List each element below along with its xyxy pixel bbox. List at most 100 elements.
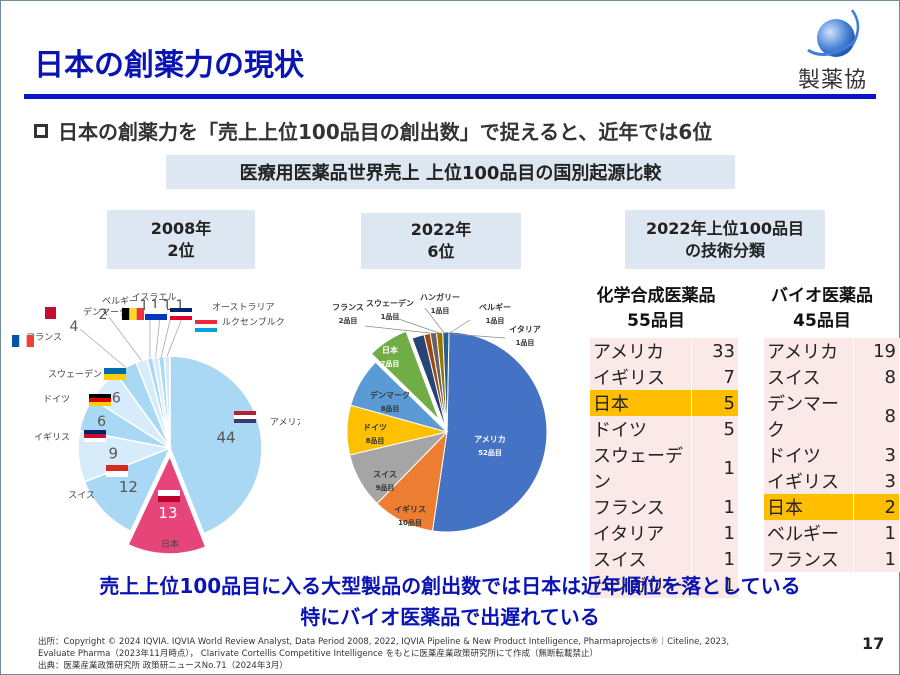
table-row: イギリス 3	[764, 468, 900, 494]
panel-title-line1: 2022年上位100品目	[646, 218, 804, 238]
jpma-logo-icon	[807, 9, 860, 57]
logo-text: 製薬協	[798, 68, 868, 93]
section-subheading: 医療用医薬品世界売上 上位100品目の国別起源比較	[166, 155, 735, 189]
pie-slice-2	[83, 446, 172, 533]
count-cell: 1	[691, 546, 739, 572]
pie-category-label: イギリス	[394, 504, 426, 514]
pie-category-label: デンマーク	[370, 390, 410, 400]
pie-category-label: スウェーデン	[366, 298, 414, 308]
pie-value-label: 9品目	[376, 483, 395, 492]
pie-category-label: ドイツ	[363, 423, 387, 432]
country-cell: ドイツ	[764, 442, 854, 468]
table-row: スイス 8	[764, 364, 900, 390]
pie-value-label: 2品目	[339, 316, 358, 325]
country-cell: スイス	[590, 546, 692, 572]
leader-line	[79, 328, 126, 368]
pie-category-label: イスラエル	[132, 292, 177, 303]
table-row: フランス 1	[590, 494, 739, 520]
pie-value-label: 2	[99, 307, 108, 323]
count-cell: 1	[691, 442, 739, 494]
flag-icon-3	[84, 430, 106, 442]
pie-label-group: 日本 7品目	[381, 345, 400, 368]
table-row: フランス 1	[764, 546, 900, 572]
pie-label-group: イタリア 1品目	[509, 324, 541, 347]
pie-category-label: スイス	[373, 470, 397, 479]
count-cell: 19	[853, 338, 900, 364]
footnote-source-2: Evaluate Pharma（2023年11月時点）， Clarivate C…	[38, 649, 598, 659]
pie-value-label: 1	[163, 298, 172, 314]
panel-label-2022: 2022年 6位	[361, 213, 521, 269]
count-cell: 1	[853, 520, 900, 546]
pie-slice-4	[350, 361, 448, 433]
count-cell: 7	[691, 364, 739, 390]
panel-title-line2: の技術分類	[684, 240, 765, 260]
pie-label-group: ベルギー 1品目	[479, 302, 511, 325]
pie-category-label: 日本	[161, 538, 179, 550]
country-cell: デンマーク	[764, 390, 854, 442]
bio-ranking-table: アメリカ 19 スイス 8 デンマーク 8 ドイツ 3 イギリス 3 日本 2 ベルギー 1 フランス 1	[764, 338, 900, 572]
table-row: デンマーク 8	[764, 390, 900, 442]
flag-icon-4	[89, 394, 111, 406]
pie-value-label: 4	[70, 319, 79, 335]
country-cell: スイス	[764, 364, 854, 390]
bio-heading: バイオ医薬品 45品目	[762, 284, 882, 334]
pie-label-group: フランス 2品目	[332, 303, 364, 325]
pie-label-group: ドイツ 8品目	[363, 423, 387, 445]
table-row: アメリカ 33	[590, 338, 739, 364]
pie-slice-5	[367, 327, 443, 425]
count-cell: 1	[691, 520, 739, 546]
pie-value-label: 44	[216, 428, 235, 446]
count-cell: 3	[853, 468, 900, 494]
pie-category-label: ドイツ	[43, 395, 70, 405]
country-cell: 日本	[590, 390, 692, 416]
conclusion-line-2: 特にバイオ医薬品で出遅れている	[300, 605, 600, 629]
count-cell: 2	[853, 494, 900, 520]
pie-label-group: スウェーデン 1品目	[366, 298, 414, 321]
pie-value-label: 1品目	[431, 306, 450, 315]
table-row: イタリア 1	[590, 520, 739, 546]
pie-category-label: ルクセンブルク	[222, 316, 285, 328]
bio-title: バイオ医薬品	[771, 286, 873, 306]
pie-slice-0	[169, 355, 263, 535]
pie-value-label: 6	[112, 391, 121, 407]
pie-category-label: ベルギー	[479, 302, 511, 312]
table-row: 日本 2	[764, 494, 900, 520]
count-cell: 3	[853, 442, 900, 468]
country-cell: ドイツ	[590, 416, 692, 442]
count-cell: 8	[853, 390, 900, 442]
chemical-heading: 化学合成医薬品 55品目	[585, 284, 727, 334]
table-row: ドイツ 5	[590, 416, 739, 442]
bullet-text: 日本の創薬力を「売上上位100品目の創出数」で捉えると、近年では6位	[58, 120, 713, 144]
square-bullet-icon	[34, 123, 48, 138]
conclusion-line-1: 売上上位100品目に入る大型製品の創出数では日本は近年順位を落としている	[99, 574, 801, 598]
flag-icon-6	[12, 335, 34, 347]
leader-line	[389, 315, 443, 335]
pie-value-label: 6	[97, 414, 106, 430]
flag-icon-8	[122, 308, 144, 320]
country-cell: アメリカ	[590, 338, 692, 364]
pie-category-label: イギリス	[34, 432, 70, 443]
flag-icon-11	[195, 320, 217, 332]
pie-slice-0	[431, 331, 548, 533]
pie-label-group: ハンガリー 1品目	[420, 292, 460, 315]
pie-category-label: アメリカ	[474, 435, 506, 444]
country-cell: ベルギー	[764, 520, 854, 546]
bio-count: 45品目	[793, 311, 851, 331]
table-row: イギリス 7	[590, 364, 739, 390]
flag-icon-5	[104, 368, 126, 380]
pie-value-label: 9	[108, 444, 118, 462]
page-number: 17	[862, 634, 885, 653]
table-row: スウェーデン 1	[590, 442, 739, 494]
country-cell: イギリス	[590, 364, 692, 390]
country-cell: フランス	[590, 494, 692, 520]
panel-year: 2022年	[410, 220, 472, 239]
chemical-count: 55品目	[627, 311, 685, 331]
leader-line	[364, 325, 440, 335]
country-cell: 日本	[764, 494, 854, 520]
pie-label-group: スイス 9品目	[373, 470, 397, 492]
count-cell: 8	[853, 364, 900, 390]
pie-category-label: オーストラリア	[212, 302, 275, 313]
panel-label-2008: 2008年 2位	[107, 210, 255, 269]
panel-label-tech: 2022年上位100品目 の技術分類	[625, 210, 825, 269]
pie-category-label: 日本	[382, 345, 398, 355]
